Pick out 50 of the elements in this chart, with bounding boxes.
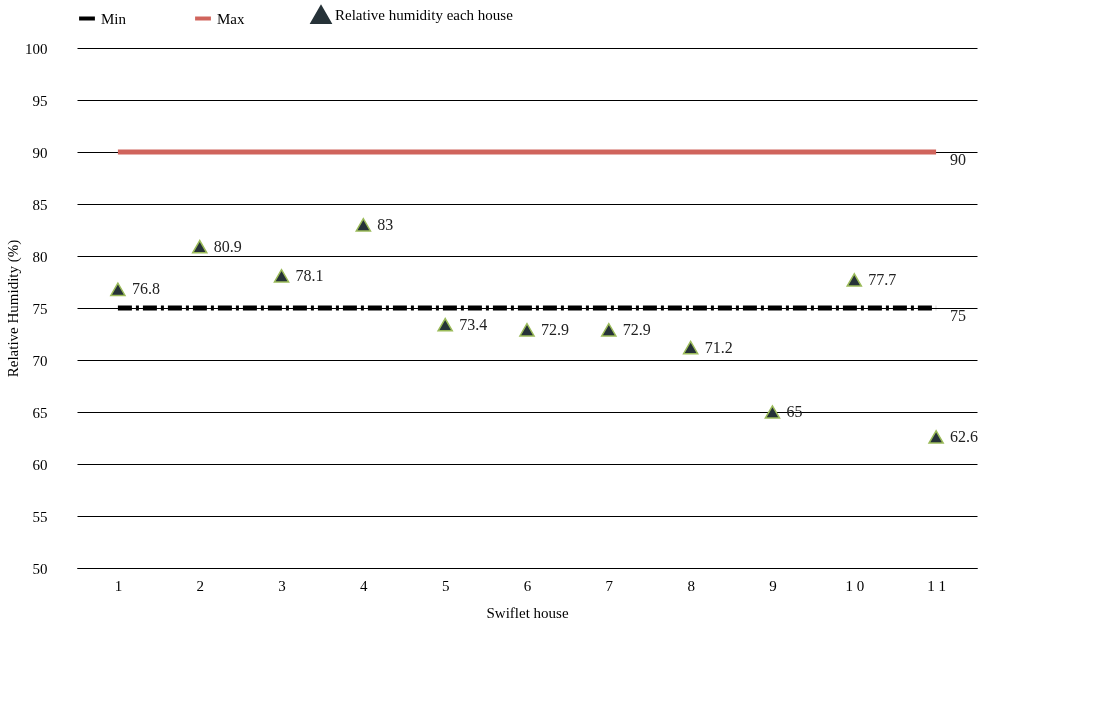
legend-label: Min [101,10,127,27]
point [355,217,372,232]
legend-label: Max [217,10,245,27]
y-tick-label: 95 [32,92,48,109]
x-tick-label: 6 [523,577,532,594]
x-tick-label: 1 1 [927,577,946,594]
y-tick-label: 70 [32,352,48,369]
y-tick-label: 55 [32,508,48,525]
point [110,282,126,297]
data-label: 71.2 [704,338,733,356]
data-label: 83 [377,215,394,233]
point [764,405,781,419]
point [519,322,535,337]
y-tick-label: 50 [32,560,48,577]
y-tick-label: 60 [32,456,48,473]
point [273,268,290,283]
x-tick-label: 1 [114,577,123,594]
point [846,273,863,287]
x-tick-label: 7 [605,577,614,594]
x-tick-label: 2 [196,577,204,594]
data-label: 77.7 [868,270,897,288]
data-label: 90 [950,151,967,168]
y-tick-label: 80 [32,248,48,265]
x-tick-label: 8 [687,577,695,594]
y-tick-label: 100 [25,40,48,57]
x-tick-label: 4 [360,577,369,594]
y-tick-label: 85 [32,196,48,213]
y-tick-label: 75 [32,300,48,317]
data-label: 78.1 [295,266,324,284]
x-tick-label: 3 [278,577,286,594]
point [601,322,617,337]
data-label: 72.9 [622,320,651,338]
x-tick-label: 9 [769,577,777,594]
y-tick-label: 90 [32,144,48,161]
data-label: 80.9 [213,237,242,255]
data-label: 76.8 [131,280,160,298]
x-axis-title: Swiflet house [486,604,569,621]
y-axis-title: Relative Humidity (%) [5,239,22,378]
data-label: 62.6 [950,427,979,445]
data-label: 72.9 [541,320,569,338]
data-label: 73.4 [459,315,488,333]
legend-label: Relative humidity each house [335,7,514,24]
data-label: 75 [950,307,967,324]
point [191,239,208,254]
x-tick-label: 5 [441,577,450,594]
point [928,430,944,444]
x-tick-label: 1 0 [845,577,865,594]
point [682,340,699,355]
point [437,317,453,332]
y-tick-label: 65 [32,404,48,421]
